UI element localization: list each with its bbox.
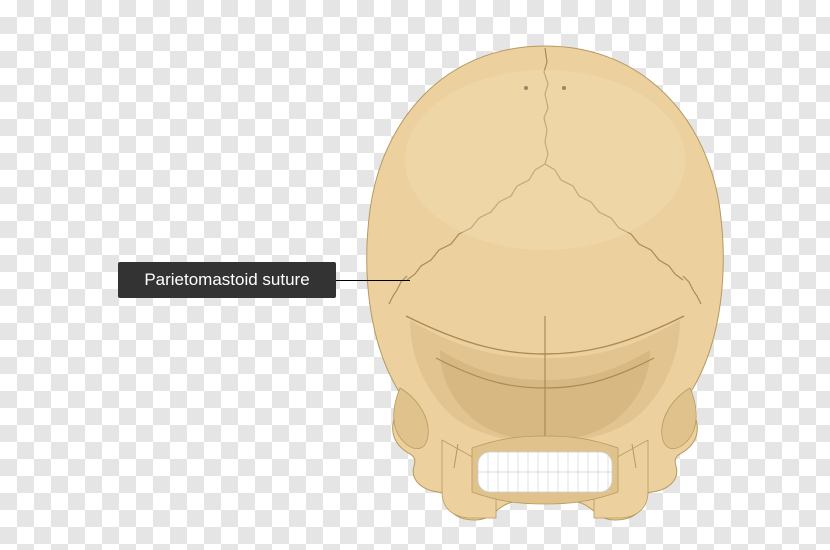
cranium-highlight: [405, 70, 685, 250]
skull-illustration: [350, 40, 740, 530]
label-leader-line: [336, 280, 410, 281]
teeth: [478, 452, 612, 492]
anatomy-label-text: Parietomastoid suture: [144, 270, 309, 290]
anatomy-label: Parietomastoid suture: [118, 262, 336, 298]
diagram-canvas: Parietomastoid suture: [0, 0, 830, 550]
